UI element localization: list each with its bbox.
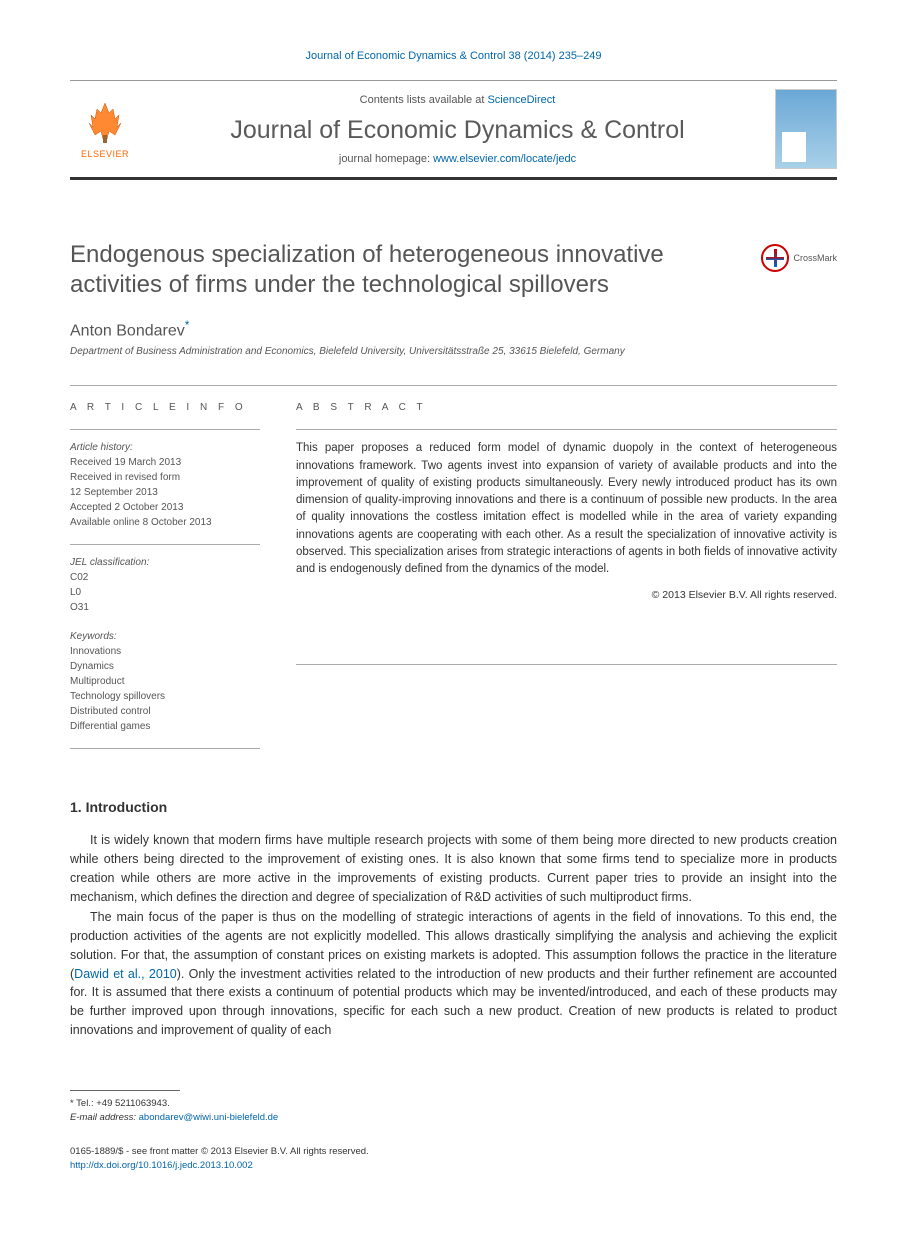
abstract-copyright: © 2013 Elsevier B.V. All rights reserved… <box>296 588 837 604</box>
contents-prefix: Contents lists available at <box>360 94 488 106</box>
journal-name: Journal of Economic Dynamics & Control <box>140 116 775 145</box>
doi-link[interactable]: http://dx.doi.org/10.1016/j.jedc.2013.10… <box>70 1160 253 1171</box>
corresponding-tel: * Tel.: +49 5211063943. <box>70 1097 837 1111</box>
article-info-column: A R T I C L E I N F O Article history: R… <box>70 400 260 749</box>
author-corresponding-mark: * <box>185 318 190 332</box>
jel-code: L0 <box>70 585 260 600</box>
citation-link[interactable]: Dawid et al., 2010 <box>74 967 177 981</box>
intro-paragraph-2: The main focus of the paper is thus on t… <box>70 908 837 1039</box>
contents-line: Contents lists available at ScienceDirec… <box>140 94 775 106</box>
keyword: Multiproduct <box>70 674 260 689</box>
keyword: Innovations <box>70 644 260 659</box>
history-line: Available online 8 October 2013 <box>70 515 260 530</box>
section-1-heading: 1. Introduction <box>70 799 837 815</box>
author-line: Anton Bondarev* <box>70 318 837 340</box>
crossmark-badge[interactable]: CrossMark <box>761 244 837 272</box>
footer: 0165-1889/$ - see front matter © 2013 El… <box>70 1145 837 1174</box>
history-line: Received in revised form <box>70 470 260 485</box>
homepage-line: journal homepage: www.elsevier.com/locat… <box>140 153 775 165</box>
elsevier-label: ELSEVIER <box>81 149 129 159</box>
body-text: It is widely known that modern firms hav… <box>70 831 837 1039</box>
crossmark-icon <box>761 244 789 272</box>
corresponding-email: E-mail address: abondarev@wiwi.uni-biele… <box>70 1111 837 1125</box>
abstract-heading: A B S T R A C T <box>296 400 837 415</box>
history-label: Article history: <box>70 440 260 455</box>
keyword: Technology spillovers <box>70 689 260 704</box>
keywords-label: Keywords: <box>70 629 260 644</box>
email-link[interactable]: abondarev@wiwi.uni-bielefeld.de <box>139 1112 279 1123</box>
issn-line: 0165-1889/$ - see front matter © 2013 El… <box>70 1145 837 1159</box>
citation-line: Journal of Economic Dynamics & Control 3… <box>70 50 837 62</box>
author-name: Anton Bondarev <box>70 322 185 339</box>
sciencedirect-link[interactable]: ScienceDirect <box>487 94 555 106</box>
jel-label: JEL classification: <box>70 555 260 570</box>
history-line: Received 19 March 2013 <box>70 455 260 470</box>
affiliation: Department of Business Administration an… <box>70 346 837 357</box>
keyword: Dynamics <box>70 659 260 674</box>
divider <box>70 385 837 386</box>
history-line: 12 September 2013 <box>70 485 260 500</box>
homepage-prefix: journal homepage: <box>339 153 433 165</box>
crossmark-label: CrossMark <box>793 253 837 263</box>
jel-code: O31 <box>70 600 260 615</box>
homepage-link[interactable]: www.elsevier.com/locate/jedc <box>433 153 576 165</box>
footnotes: * Tel.: +49 5211063943. E-mail address: … <box>70 1097 837 1126</box>
journal-cover-thumbnail <box>775 89 837 169</box>
jel-code: C02 <box>70 570 260 585</box>
keyword: Differential games <box>70 719 260 734</box>
footnote-rule <box>70 1090 180 1091</box>
abstract-column: A B S T R A C T This paper proposes a re… <box>296 400 837 749</box>
intro-paragraph-1: It is widely known that modern firms hav… <box>70 831 837 906</box>
journal-header: ELSEVIER Contents lists available at Sci… <box>70 80 837 180</box>
article-info-heading: A R T I C L E I N F O <box>70 400 260 415</box>
abstract-text: This paper proposes a reduced form model… <box>296 440 837 578</box>
paper-title: Endogenous specialization of heterogeneo… <box>70 240 741 300</box>
history-line: Accepted 2 October 2013 <box>70 500 260 515</box>
elsevier-tree-icon <box>81 99 129 147</box>
keyword: Distributed control <box>70 704 260 719</box>
elsevier-logo: ELSEVIER <box>70 99 140 159</box>
